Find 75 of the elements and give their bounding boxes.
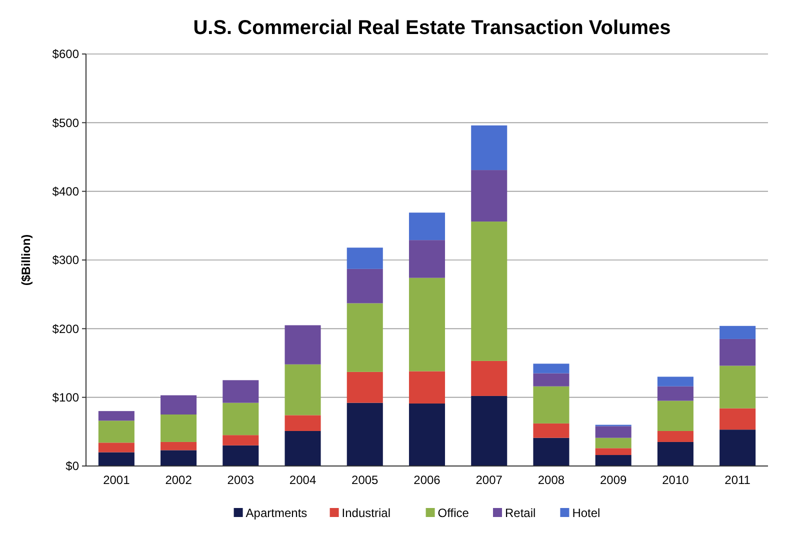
bar: [471, 170, 508, 222]
bar: [533, 373, 570, 386]
bar: [720, 326, 756, 339]
bar: [720, 430, 756, 466]
bar: [595, 438, 632, 448]
bar: [222, 445, 259, 466]
x-tick-label: 2009: [600, 473, 628, 487]
y-tick-label: $100: [52, 390, 80, 405]
bar: [408, 240, 446, 278]
bar: [160, 450, 197, 466]
y-tick-label: $0: [66, 459, 80, 474]
bar: [160, 414, 197, 442]
legend-label: Retail: [505, 506, 536, 520]
chart-title: U.S. Commercial Real Estate Transaction Volumes: [193, 17, 671, 39]
bar: [346, 248, 383, 269]
bar: [533, 423, 570, 438]
bar: [657, 400, 694, 431]
bar: [222, 380, 259, 403]
bar: [346, 303, 383, 372]
bar: [533, 438, 570, 466]
bar: [284, 364, 321, 416]
x-tick-label: 2006: [414, 473, 441, 487]
bar: [471, 396, 508, 466]
bar: [284, 430, 321, 466]
x-tick-label: 2008: [538, 473, 565, 487]
x-tick-label: 2005: [352, 473, 379, 487]
x-tick-label: 2010: [662, 473, 690, 487]
x-tick-label: 2011: [724, 473, 751, 487]
legend-label: Hotel: [572, 506, 600, 520]
x-tick-label: 2004: [289, 473, 316, 487]
bar: [471, 125, 508, 170]
bar: [346, 372, 383, 403]
bar: [408, 278, 446, 372]
bar: [657, 386, 694, 401]
x-tick-label: 2003: [227, 473, 254, 487]
bar: [346, 402, 383, 466]
bar: [222, 402, 259, 436]
bar: [346, 268, 383, 304]
bar: [533, 386, 570, 424]
legend-label: Office: [438, 506, 470, 520]
x-tick-label: 2001: [103, 473, 130, 487]
y-tick-label: $600: [52, 47, 80, 62]
y-tick-label: $200: [52, 322, 80, 336]
y-tick-label: $500: [52, 116, 80, 130]
bar: [595, 455, 632, 466]
bar: [98, 452, 134, 466]
y-tick-label: $300: [52, 253, 80, 268]
legend-label: Apartments: [246, 506, 308, 520]
y-tick-label: $400: [52, 184, 80, 199]
bar: [533, 364, 570, 374]
bar: [222, 435, 259, 446]
bar: [284, 415, 321, 431]
bar: [720, 366, 756, 408]
bar: [471, 222, 508, 361]
x-tick-label: 2007: [476, 473, 503, 487]
x-tick-label: 2002: [165, 473, 192, 487]
bar: [408, 404, 446, 466]
bar: [408, 371, 446, 404]
legend-label: Industrial: [342, 506, 391, 520]
bar: [408, 212, 446, 240]
y-axis-title: ($Billion): [19, 234, 33, 286]
bar: [160, 395, 197, 414]
bar: [98, 411, 134, 421]
bar: [98, 420, 134, 443]
bar: [284, 325, 321, 364]
bar: [657, 430, 694, 442]
bar: [160, 442, 197, 450]
bar: [720, 338, 756, 366]
bar: [595, 448, 632, 456]
bar: [595, 426, 632, 438]
bar: [98, 442, 134, 452]
bar: [657, 442, 694, 466]
bar: [471, 360, 508, 396]
bar: [720, 408, 756, 430]
bar: [657, 376, 694, 386]
